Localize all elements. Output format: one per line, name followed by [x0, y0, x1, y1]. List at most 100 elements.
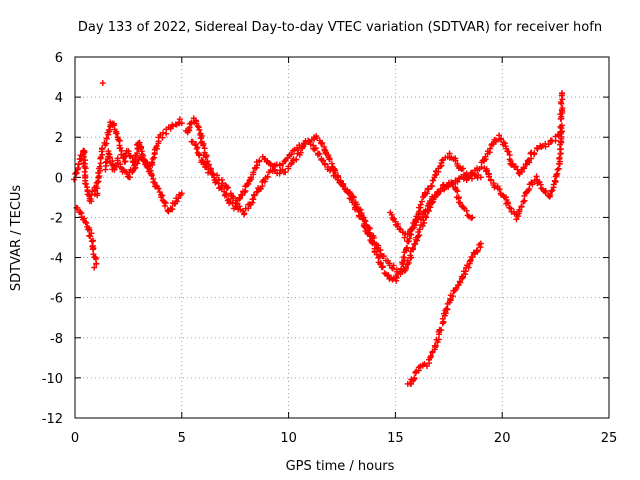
data-point: [556, 155, 563, 162]
data-point: [421, 219, 428, 226]
data-point: [394, 220, 401, 227]
data-point: [455, 194, 462, 201]
data-point: [264, 173, 271, 180]
data-point: [465, 264, 472, 271]
data-point: [507, 205, 514, 212]
data-point: [512, 163, 519, 170]
data-point: [467, 257, 474, 264]
data-point: [470, 249, 477, 256]
data-point: [477, 174, 484, 181]
y-tick-label: -2: [50, 211, 63, 226]
series-trace-g: [404, 240, 484, 387]
data-point: [460, 274, 467, 281]
data-point: [360, 214, 367, 221]
data-point: [81, 215, 88, 222]
data-point: [435, 336, 442, 343]
data-point: [408, 254, 415, 261]
data-point: [250, 169, 257, 176]
data-point: [548, 188, 555, 195]
data-point: [440, 319, 447, 326]
data-point: [438, 326, 445, 333]
data-point: [392, 274, 399, 281]
data-point: [175, 195, 182, 202]
data-point: [474, 247, 481, 254]
data-point: [205, 169, 212, 176]
data-point: [346, 189, 353, 196]
data-point: [553, 171, 560, 178]
data-point: [483, 167, 490, 174]
data-point: [505, 200, 512, 207]
data-point: [96, 163, 103, 170]
data-point: [401, 254, 408, 261]
data-point: [460, 165, 467, 172]
data-point: [487, 145, 494, 152]
data-point: [80, 153, 87, 160]
data-point: [559, 105, 566, 112]
data-point: [485, 173, 492, 180]
data-point: [233, 197, 240, 204]
data-point: [449, 293, 456, 300]
data-point: [411, 374, 418, 381]
y-tick-label: -6: [50, 292, 63, 307]
data-point: [337, 177, 344, 184]
data-point: [90, 251, 97, 258]
data-point: [86, 226, 93, 233]
data-point: [521, 165, 528, 172]
data-point: [99, 145, 106, 152]
data-point: [295, 147, 302, 154]
y-tick-label: -8: [50, 332, 63, 347]
data-point: [178, 190, 185, 197]
data-point: [481, 156, 488, 163]
data-point: [340, 180, 347, 187]
data-point: [416, 232, 423, 239]
data-point: [558, 133, 565, 140]
data-point: [452, 157, 459, 164]
data-point: [288, 151, 295, 158]
data-point: [497, 135, 504, 142]
data-point: [444, 306, 451, 313]
data-point: [276, 161, 283, 168]
data-point: [391, 215, 398, 222]
data-point: [189, 138, 196, 145]
data-point: [103, 158, 110, 165]
data-point: [202, 153, 209, 160]
data-point: [133, 153, 140, 160]
data-point: [113, 130, 120, 137]
data-point: [90, 237, 97, 244]
data-point: [558, 122, 565, 129]
data-point: [518, 203, 525, 210]
data-point: [230, 193, 237, 200]
data-point: [328, 160, 335, 167]
data-point: [547, 191, 554, 198]
data-point: [407, 380, 414, 387]
data-point: [379, 264, 386, 271]
data-point: [105, 148, 112, 155]
data-point: [443, 305, 450, 312]
data-point: [546, 192, 553, 199]
data-point: [236, 203, 243, 210]
data-point: [414, 237, 421, 244]
data-point: [492, 137, 499, 144]
data-point: [350, 194, 357, 201]
series-outliers: [91, 80, 106, 271]
data-point: [156, 189, 163, 196]
data-point: [77, 209, 84, 216]
data-point: [82, 165, 89, 172]
data-point: [266, 160, 273, 167]
axis-ticks: 0 5 10 15 20 25 -12 -10 -8 -6 -4 -2 0 2 4 6: [42, 51, 618, 446]
data-point: [401, 234, 408, 241]
y-tick-label: 6: [55, 51, 63, 66]
x-axis-label: GPS time / hours: [286, 459, 395, 474]
data-point: [214, 172, 221, 179]
data-point: [393, 275, 400, 282]
series-trace-a: [71, 116, 185, 205]
data-point: [159, 192, 166, 199]
data-point: [434, 191, 441, 198]
data-point: [203, 164, 210, 171]
data-point: [430, 177, 437, 184]
data-point: [241, 189, 248, 196]
data-point: [212, 179, 219, 186]
data-point: [196, 126, 203, 133]
data-point: [413, 219, 420, 226]
data-point: [409, 244, 416, 251]
